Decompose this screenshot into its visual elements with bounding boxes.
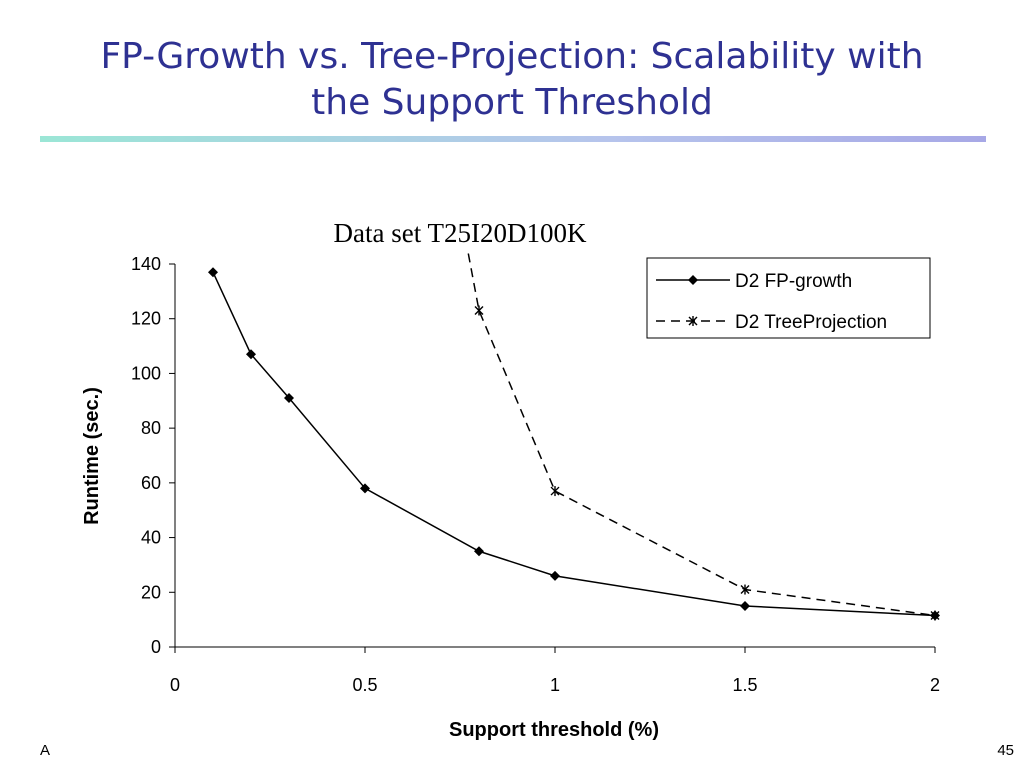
x-axis-label: Support threshold (%) xyxy=(449,719,659,741)
data-point-marker xyxy=(740,600,750,611)
y-tick-label: 140 xyxy=(131,254,161,274)
series-line-1 xyxy=(212,271,936,617)
data-point-marker xyxy=(550,486,560,497)
title-divider xyxy=(40,136,986,142)
data-point-marker xyxy=(740,584,750,595)
data-point-marker xyxy=(474,305,484,316)
y-tick-label: 60 xyxy=(141,473,161,493)
legend-marker xyxy=(688,316,698,326)
data-point-marker xyxy=(930,610,940,621)
legend-label-2: D2 TreeProjection xyxy=(735,312,887,333)
y-tick-label: 80 xyxy=(141,418,161,438)
slide-title: FP-Growth vs. Tree-Projection: Scalabili… xyxy=(40,34,984,126)
x-tick-label: 2 xyxy=(930,675,940,695)
data-point-marker xyxy=(550,570,560,581)
chart-title: Data set T25I20D100K xyxy=(334,218,587,248)
x-tick-label: 1 xyxy=(550,675,560,695)
data-point-marker xyxy=(474,546,484,557)
data-point-marker xyxy=(360,483,370,494)
y-tick-label: 0 xyxy=(151,637,161,657)
footer-left-text: A xyxy=(40,742,50,759)
slide-title-line-2: the Support Threshold xyxy=(311,82,713,123)
data-point-marker xyxy=(208,267,218,278)
y-axis-label: Runtime (sec.) xyxy=(81,387,103,525)
data-point-marker xyxy=(284,393,294,404)
legend-marker xyxy=(688,275,698,285)
legend-label-1: D2 FP-growth xyxy=(735,271,852,292)
page-number: 45 xyxy=(997,742,1014,759)
x-tick-label: 0 xyxy=(170,675,180,695)
x-tick-label: 1.5 xyxy=(732,675,757,695)
series-line-2 xyxy=(467,253,936,617)
y-tick-label: 20 xyxy=(141,582,161,602)
data-point-marker xyxy=(246,349,256,360)
slide-title-line-1: FP-Growth vs. Tree-Projection: Scalabili… xyxy=(100,36,924,77)
legend-box xyxy=(646,257,931,339)
y-tick-label: 40 xyxy=(141,528,161,548)
x-tick-label: 0.5 xyxy=(352,675,377,695)
y-tick-label: 100 xyxy=(131,363,161,383)
y-tick-label: 120 xyxy=(131,309,161,329)
